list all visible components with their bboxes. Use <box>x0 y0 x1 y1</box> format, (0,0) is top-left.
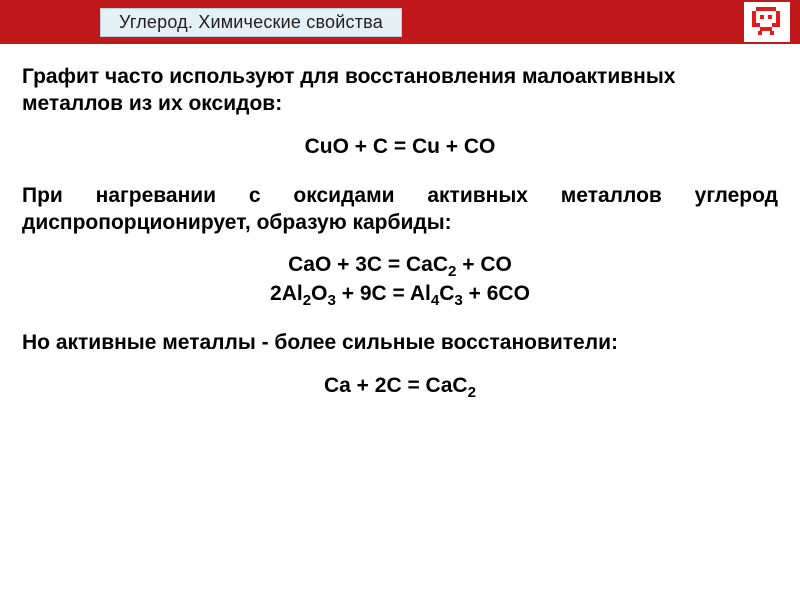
equation-1: CuO + C = Cu + CO <box>22 134 778 161</box>
equation-block-1: CuO + C = Cu + CO <box>22 134 778 161</box>
header-bar: Углерод. Химические свойства <box>0 0 800 44</box>
page-title: Углерод. Химические свойства <box>100 8 402 37</box>
equation-2b: 2Al2O3 + 9C = Al4C3 + 6CO <box>22 281 778 308</box>
equation-3: Ca + 2C = CaC2 <box>22 373 778 400</box>
logo-badge <box>744 2 790 42</box>
pixel-logo-icon <box>750 5 784 39</box>
equation-block-3: Ca + 2C = CaC2 <box>22 373 778 400</box>
paragraph-1: Графит часто используют для восстановлен… <box>22 64 778 118</box>
content-area: Графит часто используют для восстановлен… <box>0 44 800 400</box>
paragraph-3: Но активные металлы - более сильные восс… <box>22 330 778 357</box>
equation-block-2: CaO + 3C = CaC2 + CO 2Al2O3 + 9C = Al4C3… <box>22 252 778 308</box>
equation-2a: CaO + 3C = CaC2 + CO <box>22 252 778 279</box>
paragraph-2: При нагревании с оксидами активных метал… <box>22 183 778 237</box>
